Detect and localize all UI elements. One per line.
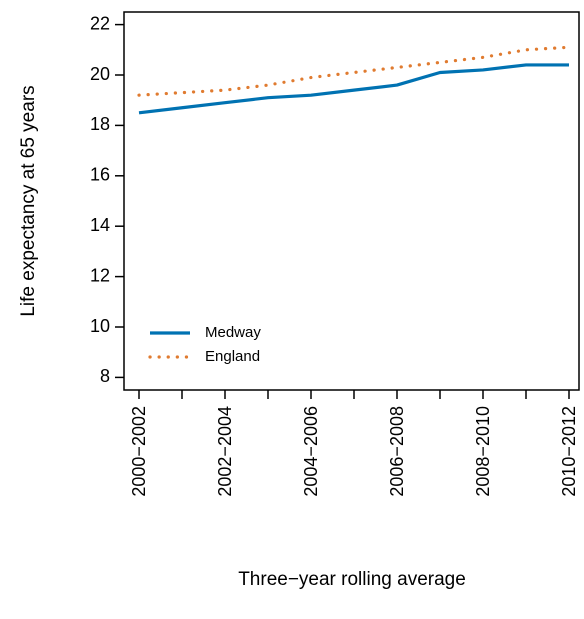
y-tick-label: 12	[90, 265, 110, 285]
x-tick-label: 2008−2010	[473, 406, 493, 497]
y-tick-label: 22	[90, 13, 110, 33]
x-tick-label: 2000−2002	[129, 406, 149, 497]
series-line-england	[137, 45, 571, 97]
plot-frame	[123, 11, 580, 391]
x-axis-title: Three−year rolling average	[238, 569, 466, 590]
legend-label-medway: Medway	[205, 324, 261, 341]
y-tick-label: 16	[90, 165, 110, 185]
y-tick-label: 20	[90, 64, 110, 84]
x-tick-label: 2010−2012	[559, 406, 579, 497]
y-tick-label: 8	[100, 366, 110, 386]
legend: Medway England	[148, 324, 261, 365]
x-tick-label: 2002−2004	[215, 406, 235, 497]
y-tick-label: 10	[90, 316, 110, 336]
x-axis: 2000−2002 2002−2004 2004−2006 2006−2008 2008…	[129, 390, 579, 497]
y-axis: 8 10 12 14 16 18 20 22	[90, 13, 124, 386]
legend-label-england: England	[205, 348, 260, 365]
series-layer	[137, 45, 571, 115]
series-line-medway	[138, 63, 569, 115]
x-tick-label: 2006−2008	[387, 406, 407, 497]
x-tick-label: 2004−2006	[301, 406, 321, 497]
y-tick-label: 18	[90, 114, 110, 134]
y-axis-title: Life expectancy at 65 years	[18, 85, 39, 316]
y-tick-label: 14	[90, 215, 110, 235]
